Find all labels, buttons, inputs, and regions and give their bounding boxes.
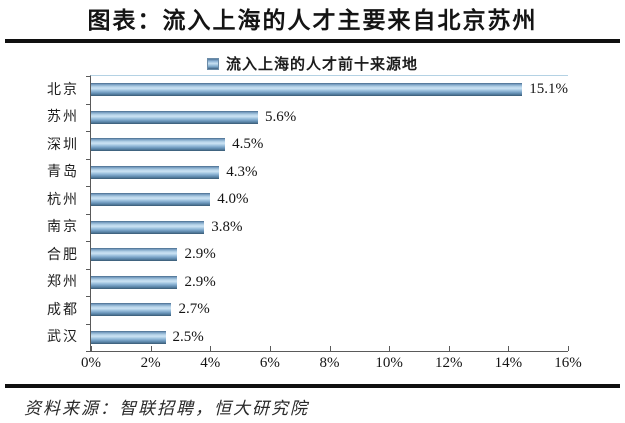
page-title: 图表：流入上海的人才主要来自北京苏州 [87,8,538,33]
x-axis-tick [329,346,331,351]
bar [91,83,523,97]
x-axis-tick [568,346,569,351]
category-label: 武汉 [47,330,79,346]
bar-value-label: 4.3% [226,163,258,180]
bar-value-label: 2.9% [184,273,216,290]
x-axis-tick-label: 4% [200,355,221,371]
x-axis-tick [150,346,152,351]
bar [91,110,258,124]
bar-row: 4.3% [91,159,568,187]
bar-row: 3.8% [91,214,568,242]
category-label-row: 青岛 [10,158,90,186]
y-axis-tick [86,213,91,215]
category-axis: 北京苏州深圳青岛杭州南京合肥郑州成都武汉 [10,75,90,352]
x-axis-tick-label: 12% [435,355,463,371]
x-axis-tick-label: 10% [375,355,403,371]
bar [91,138,226,152]
bottom-divider [5,384,620,388]
bar-value-label: 15.1% [529,81,568,98]
category-label-row: 北京 [10,75,90,103]
x-axis-tick [508,346,510,351]
bar-row: 4.0% [91,186,568,214]
y-axis-tick [86,296,91,297]
bar [91,220,205,234]
plot-wrap: 北京苏州深圳青岛杭州南京合肥郑州成都武汉 15.1% 5.6% 4.5% 4.3% 4.… [10,75,625,352]
category-label: 北京 [47,82,79,98]
x-axis-tick [448,346,450,351]
category-label-row: 成都 [10,295,90,323]
x-axis-tick-label: 2% [140,355,161,371]
bar-row: 2.9% [91,269,568,297]
category-label-row: 深圳 [10,130,90,158]
source-note: 资料来源：智联招聘，恒大研究院 [24,399,309,418]
bar-row: 2.5% [91,324,568,352]
y-axis-tick [86,158,91,160]
category-label: 深圳 [47,137,79,153]
category-label: 南京 [47,220,79,236]
x-axis-tick-label: 6% [259,355,280,371]
bar-value-label: 5.6% [264,108,297,125]
x-axis-labels: 0% 2% 4% 6% 8% 10% 12% 14% 16% [81,352,582,375]
x-axis-tick [210,346,212,351]
category-label: 青岛 [47,165,79,181]
category-label-row: 郑州 [10,268,90,296]
category-label-row: 苏州 [10,103,90,131]
x-axis-tick-label: 16% [554,355,582,371]
y-axis-tick [86,131,91,132]
bar-row: 2.7% [91,296,568,324]
x-axis-tick [389,346,391,351]
category-label: 成都 [47,302,79,318]
category-label-row: 合肥 [10,240,90,268]
bar-value-label: 3.8% [211,218,243,235]
x-axis-tick [91,346,92,351]
category-label-row: 武汉 [10,323,90,351]
bar [91,330,166,344]
bar [91,248,178,262]
top-divider [5,39,620,43]
y-axis-tick [86,76,91,77]
bar-row: 4.5% [91,131,568,159]
chart-legend: 流入上海的人才前十来源地 [0,54,625,73]
x-axis-tick [269,346,271,351]
y-axis-tick [86,351,91,352]
category-label: 苏州 [47,110,79,126]
bar [91,193,211,207]
bar [91,303,172,317]
y-axis-tick [86,268,91,270]
category-label-row: 杭州 [10,185,90,213]
category-label: 郑州 [47,275,79,291]
bar-value-label: 2.5% [172,328,204,345]
y-axis-tick [86,103,91,105]
bar [91,165,220,179]
category-label: 杭州 [47,192,79,208]
bar [91,275,178,289]
bar-row: 5.6% [91,104,568,132]
plot-area: 15.1% 5.6% 4.5% 4.3% 4.0% 3.8% 2.9% 2.9% 2.7% 2.5… [86,75,569,352]
bar-value-label: 2.9% [184,246,216,263]
bar-row: 15.1% [91,76,568,104]
legend-label: 流入上海的人才前十来源地 [225,57,418,73]
x-axis-tick-label: 0% [81,355,101,371]
bar-value-label: 4.5% [232,136,264,153]
x-axis-tick-label: 8% [319,355,340,371]
bar-value-label: 4.0% [217,191,249,208]
bar-chart: 流入上海的人才前十来源地 北京苏州深圳青岛杭州南京合肥郑州成都武汉 15.1% 5… [0,54,625,375]
bar-row: 2.9% [91,241,568,269]
y-axis-tick [86,323,91,325]
x-axis-tick-label: 14% [494,355,523,371]
legend-marker-icon [206,57,219,70]
y-axis-tick [86,186,91,187]
y-axis-tick [86,241,91,242]
category-label-row: 南京 [10,213,90,241]
bar-value-label: 2.7% [178,301,210,318]
category-label: 合肥 [47,247,79,263]
